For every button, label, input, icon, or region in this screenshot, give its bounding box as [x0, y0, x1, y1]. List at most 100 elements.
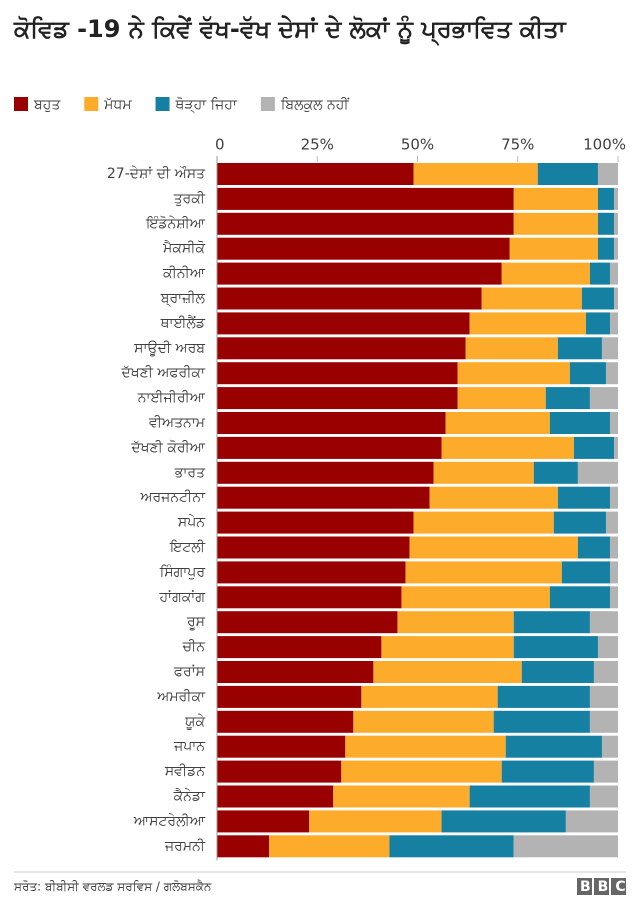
bar-segment	[613, 187, 618, 210]
y-tick-label: ਭਾਰਤ	[174, 465, 206, 481]
bar-segment	[601, 735, 618, 758]
x-tick-label: 75%	[501, 136, 534, 154]
bar-segment	[585, 312, 610, 335]
bar-segment	[457, 387, 546, 410]
bar-segment	[605, 511, 618, 534]
bar-segment	[609, 412, 618, 434]
y-tick-label: ਜਰਮਨੀ	[164, 838, 206, 854]
bar-segment	[513, 212, 598, 235]
bar-segment	[577, 461, 618, 484]
bar-segment	[577, 536, 610, 559]
bar-segment	[557, 486, 610, 509]
bar-segment	[217, 362, 458, 385]
bar-segment	[573, 436, 614, 459]
legend-label: ਬਿਲਕੁਲ ਨਹੀਂ	[280, 97, 350, 113]
bar-segment	[613, 237, 618, 260]
bar-segment	[513, 187, 598, 210]
logo-box	[594, 878, 609, 895]
bar-segment	[345, 735, 506, 758]
bar-segment	[217, 586, 402, 609]
bar-segment	[501, 760, 594, 783]
bar-segment	[537, 163, 598, 185]
bar-segment	[609, 536, 618, 559]
legend-swatch	[14, 97, 28, 111]
bar-segment	[413, 511, 554, 534]
y-tick-label: ਚੀਨ	[182, 639, 206, 655]
bar-segment	[545, 387, 590, 410]
logo: BBC	[580, 879, 633, 895]
y-tick-label: ਵੀਅਤਨਾਮ	[148, 415, 206, 431]
y-tick-label: ਫਰਾਂਸ	[173, 664, 206, 680]
y-tick-label: ਰੂਸ	[186, 614, 206, 630]
bar-segment	[597, 163, 618, 185]
bar-segment	[589, 685, 618, 708]
bar-segment	[217, 661, 374, 683]
bar-segment	[569, 362, 606, 385]
bar-segment	[217, 337, 466, 360]
bar-segment	[217, 312, 470, 335]
y-tick-label: ਸਿੰਗਾਪੁਰ	[159, 563, 206, 580]
bar-segment	[609, 262, 618, 285]
y-tick-label: 27-ਦੇਸ਼ਾਂ ਦੀ ਔਸਤ	[107, 166, 206, 182]
bar-segment	[509, 237, 598, 260]
bar-segment	[361, 685, 498, 708]
bar-segment	[549, 412, 610, 434]
y-tick-label: ਜਪਾਨ	[173, 739, 205, 755]
y-tick-label: ਤੁਰਕੀ	[173, 191, 206, 207]
bar-segment	[465, 337, 558, 360]
legend-swatch	[260, 97, 275, 111]
chart-title: ਕੋਵਿਡ -19 ਨੇ ਕਿਵੇਂ ਵੱਖ-ਵੱਖ ਦੇਸਾਂ ਦੇ ਲੋਕਾ…	[14, 15, 566, 43]
bar-segment	[217, 735, 346, 758]
legend-label: ਬਹੁਤ	[33, 97, 61, 113]
bar-segment	[217, 760, 342, 783]
bar-segment	[341, 760, 502, 783]
bar-segment	[581, 287, 614, 310]
bar-segment	[593, 661, 618, 683]
bar-segment	[553, 511, 606, 534]
bar-segment	[597, 636, 618, 659]
bar-segment	[217, 636, 382, 659]
bar-segment	[593, 760, 618, 783]
bar-segment	[217, 212, 514, 235]
bar-segment	[601, 337, 618, 360]
x-tick-label: 100%	[583, 136, 626, 154]
bar-segment	[549, 586, 610, 609]
y-tick-label: ਥਾਈਲੈਂਡ	[160, 314, 206, 331]
legend-label: ਥੋੜ੍ਹਾ ਜਿਹਾ	[175, 97, 238, 114]
bar-segment	[333, 785, 470, 808]
legend-swatch	[84, 97, 99, 111]
bar-segment	[609, 312, 618, 335]
y-tick-label: ਸਵੀਡਨ	[164, 764, 205, 780]
bar-segment	[433, 461, 534, 484]
source: ਸਰੋਤ: ਬੀਬੀਸੀ ਵਰਲਡ ਸਰਵਿਸ / ਗਲੋਬਸਕੈਨ	[13, 880, 212, 894]
bar-segment	[597, 187, 614, 210]
bar-segment	[269, 835, 390, 858]
x-tick-label: 25%	[301, 136, 334, 154]
bar-segment	[401, 586, 550, 609]
bar-segment	[609, 486, 618, 509]
bar-segment	[217, 511, 414, 534]
bar-segment	[441, 810, 566, 833]
y-tick-label: ਹਾਂਗਕਾਂਗ	[158, 589, 205, 605]
bar-segment	[469, 785, 590, 808]
y-tick-label: ਆਸਟਰੇਲੀਆ	[133, 813, 206, 829]
bar-segment	[613, 436, 618, 459]
bar-segment	[413, 163, 538, 185]
bar-segment	[497, 685, 590, 708]
bar-segment	[397, 611, 514, 634]
x-tick-label: 50%	[401, 136, 434, 154]
bar-segment	[217, 710, 354, 733]
bar-segment	[217, 486, 430, 509]
bar-segment	[521, 661, 594, 683]
bar-segment	[217, 412, 446, 434]
bar-segment	[513, 835, 618, 858]
y-tick-label: ਅਰਜਨਟੀਨਾ	[139, 490, 206, 506]
bar-segment	[589, 710, 618, 733]
bar-segment	[217, 287, 482, 310]
bar-segment	[373, 661, 522, 683]
bar-segment	[353, 710, 494, 733]
bar-segment	[217, 611, 398, 634]
bar-segment	[589, 262, 610, 285]
y-tick-label: ਦੱਖਣੀ ਅਫਰੀਕਾ	[120, 365, 206, 381]
